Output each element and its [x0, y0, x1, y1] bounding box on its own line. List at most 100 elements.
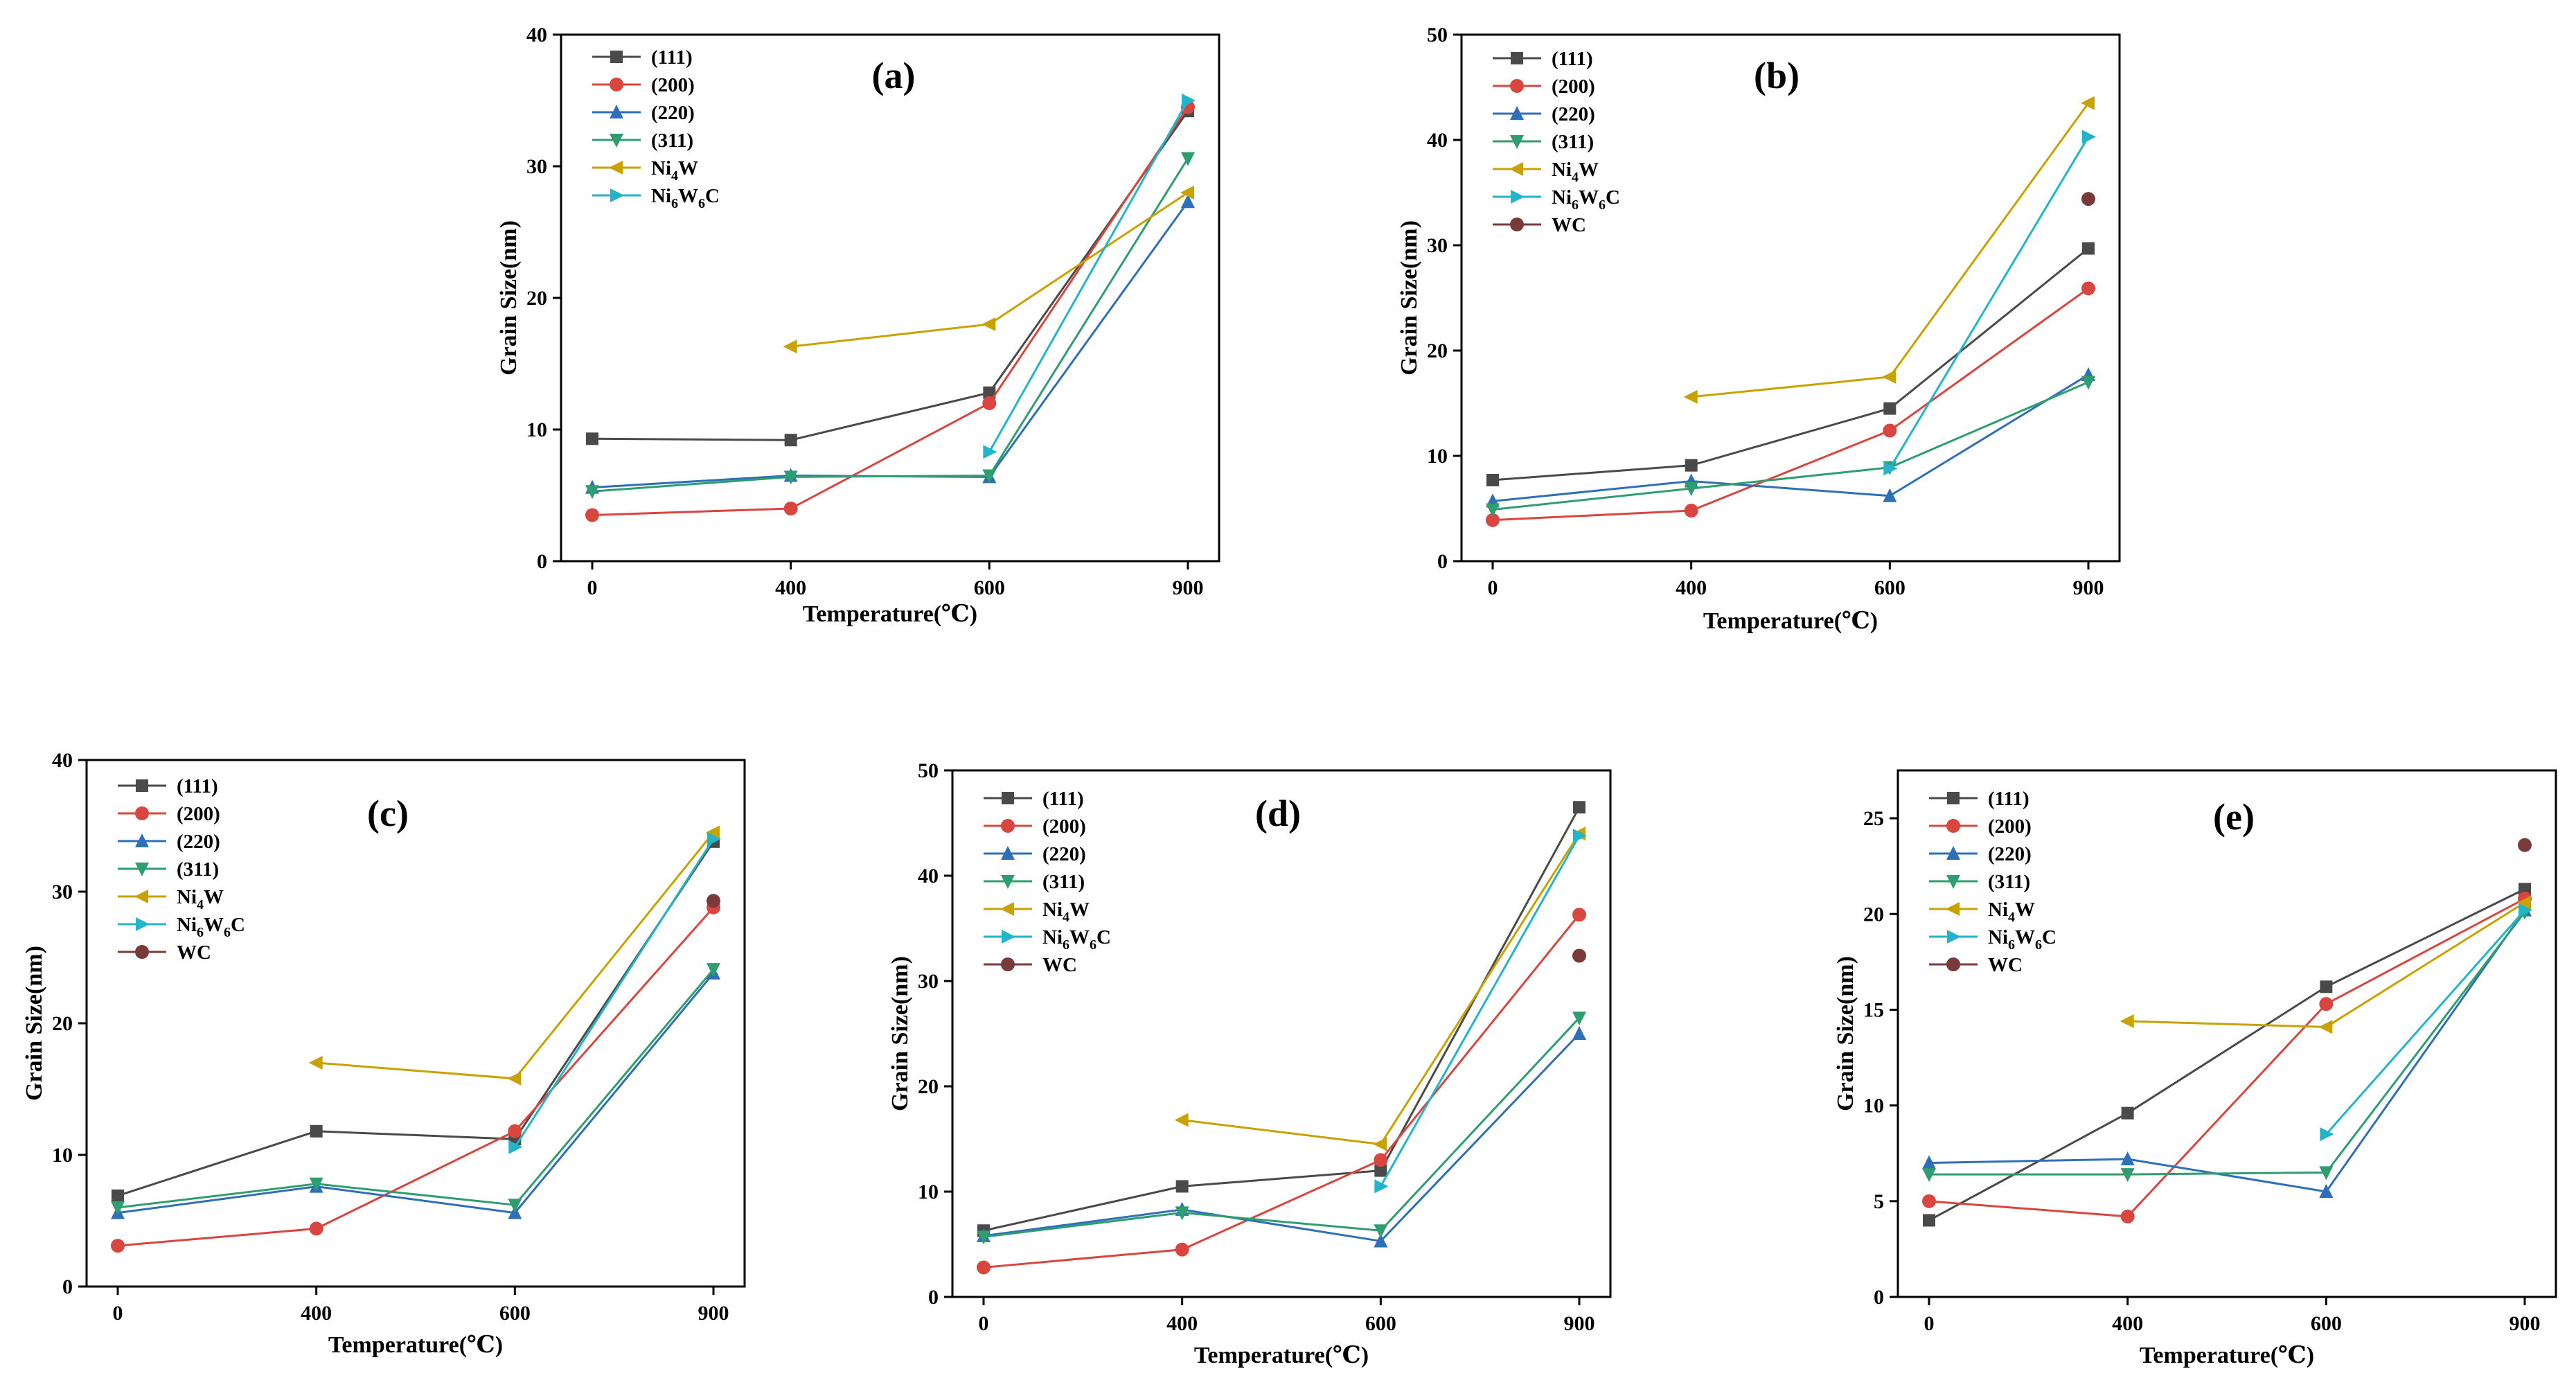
- point-a-220-900: [1181, 194, 1195, 209]
- point-c-311-600: [508, 1199, 522, 1213]
- legend-marker-c-220: [135, 833, 149, 847]
- series-line-d-311: [983, 1017, 1581, 1238]
- legend-marker-b-200: [1510, 79, 1524, 93]
- point-a-311-900: [1181, 152, 1195, 166]
- point-e-ni6w6c-900: [2519, 903, 2532, 917]
- series-line-d-ni6w6c: [1380, 835, 1581, 1187]
- point-d-111-600: [1374, 1164, 1387, 1177]
- y-axis-title-d: Grain Size(nm): [887, 956, 913, 1111]
- y-tick-label-b-4: 40: [1427, 129, 1448, 152]
- point-d-311-900: [1572, 1011, 1586, 1026]
- legend-marker-e-200: [1946, 819, 1960, 833]
- point-d-311-400: [1175, 1206, 1189, 1221]
- panel-b: (b) 0 10 20 30 40 50 0 400 600 900 (111) (200) (220)…: [1396, 24, 2121, 634]
- point-c-wc-900: [707, 894, 720, 908]
- point-a-200-400: [783, 502, 798, 515]
- x-tick-label-c-3: 900: [698, 1302, 729, 1325]
- legend-label-d-wc: WC: [1042, 954, 1077, 976]
- point-e-200-400: [2120, 1209, 2135, 1223]
- legend-marker-c-111: [136, 779, 148, 792]
- legend-label-d-ni6w6c: Ni6W6C: [1042, 926, 1111, 953]
- legend-marker-a-ni4w: [609, 161, 623, 175]
- point-c-311-400: [309, 1177, 323, 1192]
- series-line-c-ni6w6c: [514, 838, 715, 1148]
- point-c-200-400: [309, 1221, 323, 1236]
- point-b-311-0: [1486, 503, 1500, 518]
- x-tick-label-c-0: 0: [113, 1302, 123, 1325]
- panel-label-b: (b): [1754, 55, 1800, 96]
- y-tick-label-b-5: 50: [1427, 24, 1448, 46]
- panel-label-c: (c): [367, 793, 409, 834]
- point-e-111-900: [2519, 883, 2531, 896]
- point-b-ni4w-600: [1882, 370, 1897, 384]
- series-line-a-111: [592, 110, 1189, 441]
- legend-marker-a-ni6w6c: [610, 188, 624, 202]
- point-d-200-900: [1572, 908, 1586, 922]
- x-tick-label-c-2: 600: [499, 1302, 531, 1325]
- series-line-d-220: [983, 1032, 1581, 1243]
- point-b-ni4w-900: [2081, 96, 2095, 110]
- point-e-311-400: [2120, 1168, 2135, 1183]
- legend-marker-b-111: [1511, 52, 1523, 64]
- point-e-ni4w-600: [2318, 1020, 2333, 1034]
- point-c-ni4w-400: [308, 1056, 323, 1070]
- point-b-200-400: [1684, 504, 1698, 518]
- legend-label-a-311: (311): [651, 130, 693, 152]
- legend-label-b-220: (220): [1552, 103, 1595, 125]
- point-b-111-600: [1883, 402, 1897, 415]
- point-e-311-600: [2319, 1166, 2334, 1181]
- point-d-220-600: [1374, 1233, 1388, 1248]
- point-e-200-600: [2319, 997, 2334, 1011]
- series-line-a-311: [592, 157, 1189, 493]
- point-a-311-400: [783, 470, 798, 485]
- series-line-b-111: [1492, 247, 2089, 482]
- point-b-311-400: [1684, 482, 1698, 497]
- point-d-111-900: [1573, 801, 1585, 814]
- series-line-e-ni6w6c: [2325, 909, 2526, 1136]
- point-c-ni6w6c-600: [508, 1140, 523, 1154]
- legend-label-c-111: (111): [177, 775, 218, 797]
- series-line-a-200: [592, 106, 1189, 516]
- y-tick-label-a-1: 10: [526, 418, 547, 441]
- point-e-220-600: [2319, 1184, 2334, 1198]
- point-e-220-0: [1922, 1155, 1936, 1169]
- x-tick-label-e-0: 0: [1924, 1312, 1935, 1335]
- point-e-111-400: [2121, 1106, 2134, 1120]
- series-line-b-220: [1492, 373, 2089, 502]
- point-a-ni4w-900: [1180, 186, 1194, 200]
- point-a-ni4w-600: [981, 317, 996, 331]
- point-a-111-600: [983, 386, 996, 399]
- point-d-311-600: [1374, 1224, 1388, 1239]
- point-d-200-400: [1175, 1242, 1189, 1257]
- point-e-ni6w6c-600: [2320, 1127, 2334, 1142]
- point-a-ni6w6c-600: [983, 445, 997, 459]
- point-e-ni4w-900: [2517, 895, 2531, 910]
- series-line-b-ni6w6c: [1889, 136, 2090, 470]
- legend-label-c-200: (200): [177, 803, 220, 825]
- point-e-200-0: [1922, 1194, 1936, 1208]
- x-tick-label-e-2: 600: [2311, 1312, 2342, 1335]
- y-tick-label-d-3: 30: [918, 970, 939, 993]
- point-e-220-400: [2120, 1151, 2135, 1166]
- y-tick-label-e-2: 10: [1863, 1095, 1884, 1117]
- point-c-200-600: [508, 1124, 522, 1138]
- series-line-a-ni6w6c: [988, 100, 1189, 453]
- point-a-200-0: [585, 508, 599, 522]
- point-e-wc-900: [2518, 838, 2532, 852]
- legend-label-c-220: (220): [177, 831, 220, 853]
- legend-label-b-wc: WC: [1552, 214, 1586, 236]
- point-e-111-600: [2320, 980, 2333, 993]
- series-line-e-220: [1928, 909, 2526, 1193]
- legend-marker-e-311: [1946, 875, 1960, 889]
- plot-frame-d: [951, 769, 1612, 1298]
- series-line-b-ni4w: [1691, 102, 2090, 398]
- y-axis-title-c: Grain Size(nm): [21, 946, 47, 1101]
- legend-marker-b-311: [1510, 135, 1524, 149]
- y-tick-label-d-4: 40: [918, 865, 939, 887]
- x-tick-label-b-1: 400: [1676, 576, 1707, 599]
- legend-label-a-111: (111): [651, 46, 693, 69]
- legend-marker-d-111: [1002, 792, 1014, 804]
